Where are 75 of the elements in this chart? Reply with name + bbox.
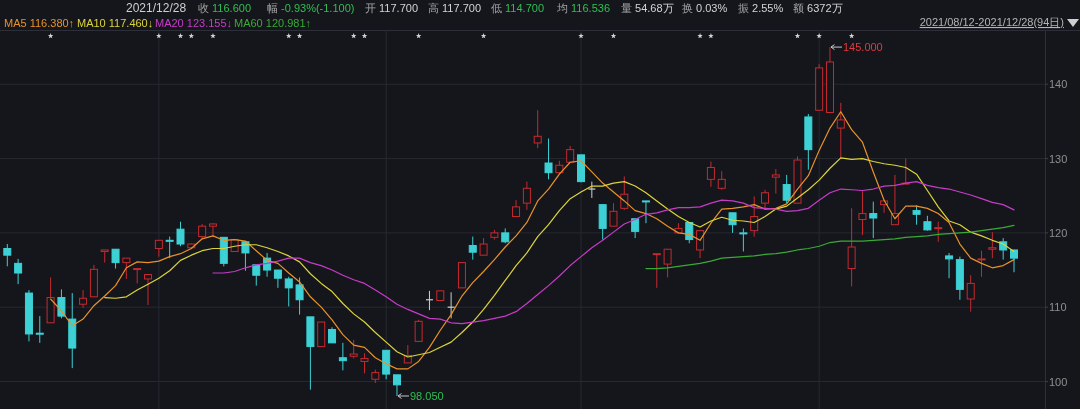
text: 幅 -0.93%(-1.100)	[267, 2, 355, 14]
chart-title: 2021/12/28	[126, 1, 187, 15]
candlestick	[728, 212, 737, 234]
text: 额 6372万	[793, 2, 843, 14]
text: 换 0.03%	[682, 2, 728, 14]
text: 低 114.700	[491, 2, 545, 14]
candlestick	[122, 257, 131, 280]
text: 振 2.55%	[738, 2, 784, 14]
candlestick	[934, 221, 943, 243]
text: MA10 117.460↓	[77, 17, 154, 29]
candlestick	[57, 288, 66, 319]
candlestick	[836, 102, 845, 160]
candlestick	[208, 222, 217, 238]
candlestick	[468, 236, 477, 261]
candlestick	[847, 207, 856, 287]
candlestick	[176, 221, 185, 247]
candlestick	[912, 204, 921, 226]
candlestick	[165, 236, 174, 259]
candlestick	[273, 269, 282, 289]
text: MA20 123.155↓	[155, 17, 233, 29]
text: MA5 116.380↑	[4, 17, 75, 29]
candlestick	[111, 248, 120, 270]
candlestick	[338, 342, 347, 371]
candlestick	[295, 276, 304, 316]
candlestick	[3, 243, 12, 267]
text: 2021/08/12-2021/12/28(94日)	[919, 16, 1064, 28]
candlestick	[349, 339, 358, 359]
line-series	[212, 181, 1015, 325]
candlestick	[14, 258, 23, 285]
y-tick-label: 140	[1049, 78, 1068, 91]
y-tick-label: 110	[1049, 301, 1067, 314]
y-tick-label: 130	[1049, 152, 1068, 165]
candlestick	[696, 230, 705, 259]
candlestick	[414, 319, 423, 342]
candlestick	[598, 204, 607, 241]
candlestick	[869, 201, 878, 239]
candlestick	[35, 315, 44, 344]
candlestick	[988, 231, 997, 259]
candlestick	[360, 352, 369, 374]
text: 收 116.600	[198, 2, 252, 14]
text: 量 54.68万	[621, 2, 674, 14]
candlestick	[750, 195, 759, 238]
annotation: 98.050	[409, 390, 444, 402]
candlestick	[284, 276, 293, 307]
candlestick	[79, 289, 88, 309]
candlestick	[631, 218, 640, 239]
candlestick	[641, 200, 650, 224]
candlestick	[522, 181, 531, 211]
candlestick	[382, 349, 391, 380]
candlestick	[761, 189, 770, 209]
candlestick	[771, 168, 780, 194]
candlestick	[609, 202, 618, 227]
candlestick	[717, 170, 726, 191]
candlestick	[1010, 249, 1018, 273]
candlestick	[392, 374, 401, 397]
candlestick	[544, 138, 553, 180]
y-tick-label: 100	[1049, 375, 1068, 388]
candlestick	[782, 174, 791, 204]
candlestick	[977, 250, 986, 278]
candlestick	[663, 248, 672, 278]
candlestick	[945, 252, 954, 279]
candlestick	[966, 274, 975, 313]
candlestick	[858, 190, 867, 236]
candlestick	[144, 273, 153, 306]
line-series	[645, 224, 1015, 270]
text: MA60 120.981↑	[234, 17, 312, 29]
text: 开 117.700	[365, 2, 419, 14]
candlestick	[533, 109, 542, 149]
annotation: 145.000	[842, 41, 883, 54]
candlestick	[652, 253, 661, 289]
text: 均 116.536	[556, 2, 611, 14]
candlestick	[706, 161, 715, 188]
text: 高 117.700	[428, 2, 482, 14]
y-tick-label: 120	[1049, 226, 1068, 239]
candlestick	[739, 227, 748, 252]
